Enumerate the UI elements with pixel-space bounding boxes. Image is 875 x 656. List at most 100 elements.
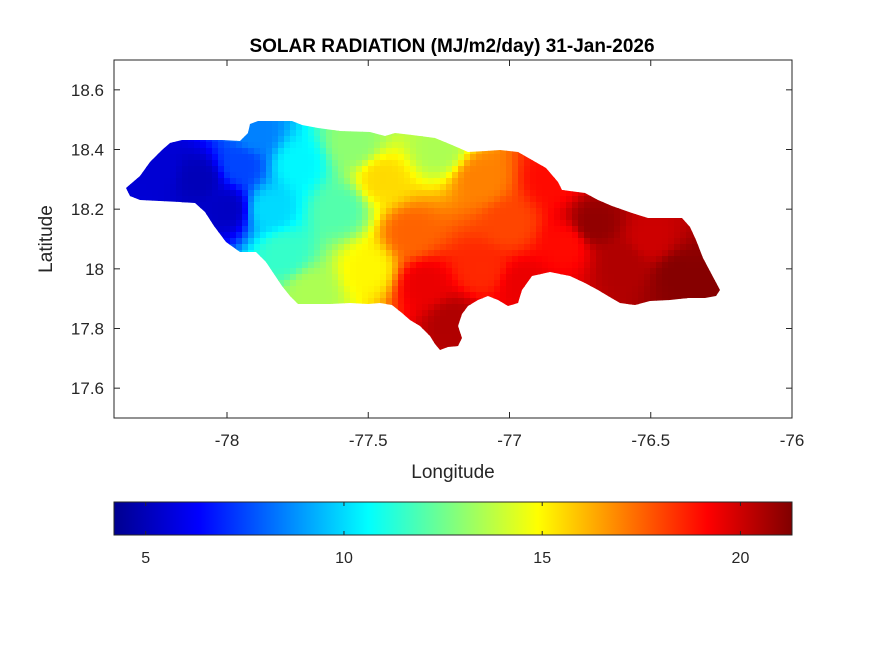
field-cell — [434, 316, 441, 323]
field-cell — [284, 184, 291, 191]
field-cell — [542, 214, 549, 221]
field-cell — [524, 160, 531, 167]
field-cell — [644, 244, 651, 251]
y-tick-label: 17.8 — [71, 320, 104, 339]
field-cell — [266, 220, 273, 227]
field-cell — [170, 154, 177, 161]
field-cell — [434, 328, 441, 335]
field-cell — [194, 166, 201, 173]
field-cell — [632, 268, 639, 275]
field-cell — [320, 298, 327, 305]
field-cell — [476, 220, 483, 227]
field-cell — [422, 238, 429, 245]
field-cell — [518, 184, 525, 191]
field-cell — [152, 154, 159, 161]
field-cell — [374, 172, 381, 179]
field-cell — [416, 286, 423, 293]
field-cell — [704, 292, 711, 299]
field-cell — [470, 220, 477, 227]
field-cell — [140, 184, 147, 191]
field-cell — [446, 190, 453, 197]
field-cell — [662, 244, 669, 251]
field-cell — [176, 148, 183, 155]
field-cell — [254, 121, 261, 125]
field-cell — [314, 154, 321, 161]
field-cell — [218, 178, 225, 185]
field-cell — [212, 142, 219, 149]
field-cell — [434, 250, 441, 257]
field-cell — [506, 154, 513, 161]
field-cell — [686, 280, 693, 287]
field-cell — [704, 274, 711, 281]
field-cell — [512, 298, 519, 305]
field-cell — [512, 238, 519, 245]
field-cell — [476, 274, 483, 281]
field-cell — [602, 232, 609, 239]
field-cell — [332, 298, 339, 305]
field-cell — [254, 148, 261, 155]
field-cell — [236, 238, 243, 245]
field-cell — [524, 178, 531, 185]
field-cell — [398, 172, 405, 179]
field-cell — [458, 250, 465, 257]
field-cell — [494, 286, 501, 293]
field-cell — [638, 274, 645, 281]
field-cell — [368, 142, 375, 149]
field-cell — [338, 190, 345, 197]
field-cell — [452, 226, 459, 233]
field-cell — [506, 148, 513, 155]
field-cell — [404, 184, 411, 191]
field-cell — [308, 196, 315, 203]
field-cell — [668, 268, 675, 275]
field-cell — [254, 184, 261, 191]
field-cell — [488, 172, 495, 179]
field-cell — [614, 274, 621, 281]
field-cell — [608, 214, 615, 221]
field-cell — [470, 160, 477, 167]
field-cell — [500, 178, 507, 185]
field-cell — [638, 214, 645, 221]
field-cell — [260, 250, 267, 257]
field-cell — [452, 220, 459, 227]
field-cell — [338, 298, 345, 305]
field-cell — [662, 292, 669, 299]
field-cell — [158, 178, 165, 185]
field-cell — [314, 274, 321, 281]
field-cell — [278, 160, 285, 167]
field-cell — [476, 268, 483, 275]
field-cell — [332, 172, 339, 179]
field-cell — [566, 220, 573, 227]
field-cell — [344, 268, 351, 275]
field-cell — [314, 268, 321, 275]
field-cell — [686, 262, 693, 269]
field-cell — [278, 226, 285, 233]
field-cell — [464, 172, 471, 179]
field-cell — [698, 280, 705, 287]
field-cell — [428, 256, 435, 263]
field-cell — [674, 280, 681, 287]
field-cell — [668, 250, 675, 257]
field-cell — [434, 340, 441, 347]
field-cell — [518, 280, 525, 287]
field-cell — [380, 226, 387, 233]
field-cell — [338, 130, 345, 137]
field-cell — [476, 286, 483, 293]
field-cell — [284, 214, 291, 221]
field-cell — [458, 202, 465, 209]
field-cell — [422, 226, 429, 233]
field-cell — [410, 244, 417, 251]
field-cell — [368, 232, 375, 239]
field-cell — [710, 280, 717, 287]
field-cell — [392, 166, 399, 173]
field-cell — [386, 172, 393, 179]
field-cell — [350, 184, 357, 191]
field-cell — [458, 238, 465, 245]
field-cell — [590, 232, 597, 239]
field-cell — [140, 178, 147, 185]
field-cell — [308, 226, 315, 233]
field-cell — [446, 250, 453, 257]
field-cell — [170, 184, 177, 191]
field-cell — [356, 208, 363, 215]
field-cell — [350, 292, 357, 299]
field-cell — [674, 220, 681, 227]
